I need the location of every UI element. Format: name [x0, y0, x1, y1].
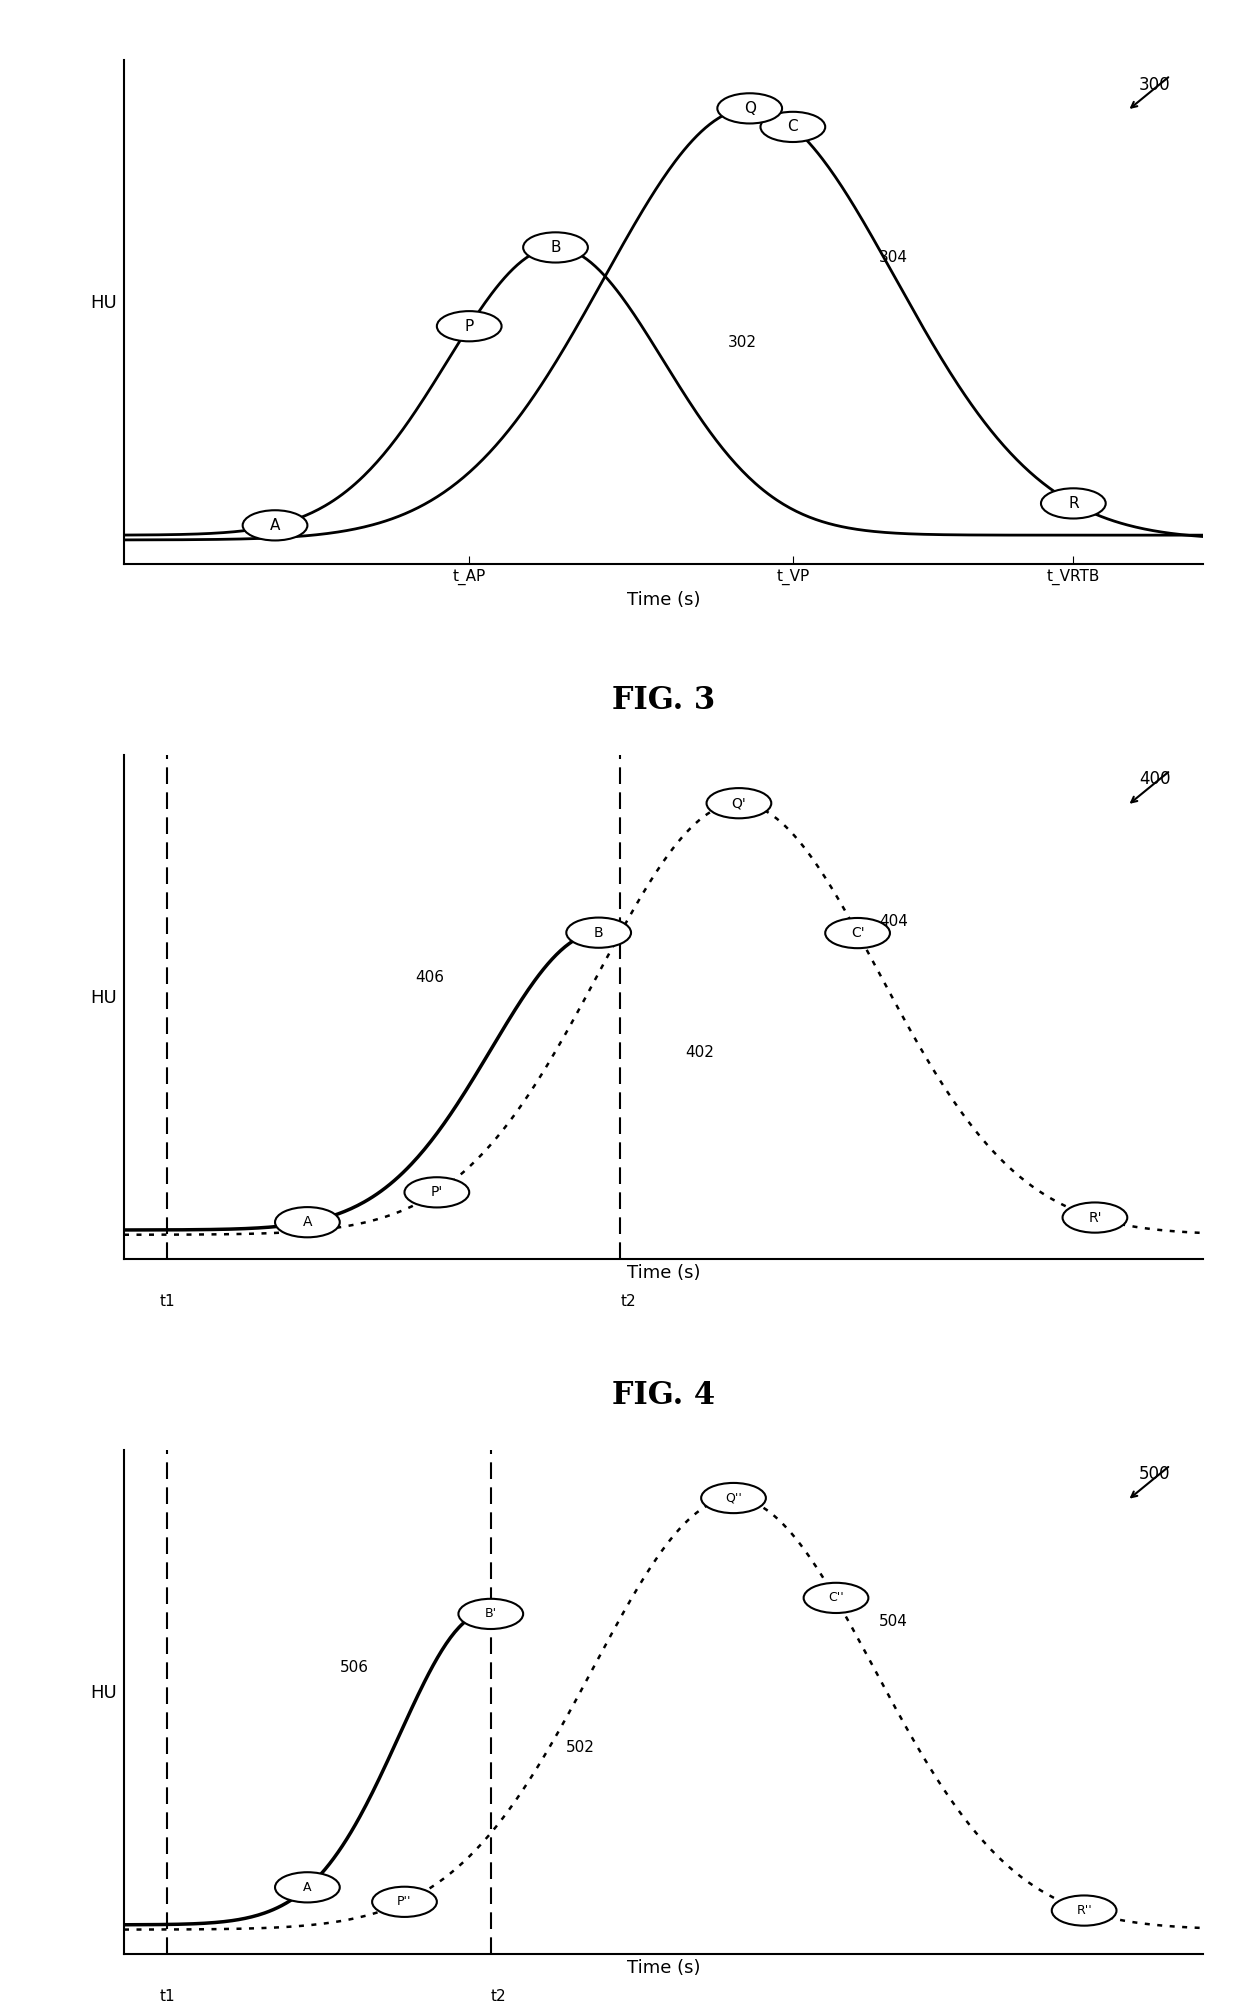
Text: t1: t1: [159, 1988, 175, 2004]
X-axis label: Time (s): Time (s): [626, 590, 701, 608]
Text: 406: 406: [415, 971, 444, 985]
Text: t2: t2: [620, 1295, 636, 1309]
Text: 300: 300: [1138, 77, 1171, 93]
Text: C': C': [851, 926, 864, 941]
Text: R': R': [1089, 1210, 1101, 1225]
Text: 500: 500: [1138, 1466, 1171, 1482]
Text: 302: 302: [728, 336, 758, 350]
Text: P': P': [430, 1186, 443, 1200]
Text: C'': C'': [828, 1591, 844, 1605]
Text: 304: 304: [879, 250, 908, 264]
Text: 400: 400: [1138, 771, 1171, 787]
Text: 504: 504: [879, 1615, 908, 1629]
Text: FIG. 4: FIG. 4: [611, 1380, 715, 1410]
Circle shape: [1052, 1895, 1116, 1925]
Text: Q: Q: [744, 101, 755, 117]
Circle shape: [1063, 1202, 1127, 1233]
Circle shape: [826, 918, 890, 949]
Text: 502: 502: [567, 1740, 595, 1754]
Text: FIG. 3: FIG. 3: [611, 685, 715, 715]
Text: C: C: [787, 119, 799, 135]
Y-axis label: HU: HU: [89, 294, 117, 312]
Text: B: B: [594, 926, 604, 941]
Text: Q': Q': [732, 796, 746, 810]
Text: 506: 506: [340, 1660, 368, 1674]
Circle shape: [523, 232, 588, 262]
Circle shape: [567, 918, 631, 949]
Text: Q'': Q'': [725, 1492, 742, 1504]
Text: A: A: [270, 518, 280, 534]
Text: t2: t2: [491, 1988, 506, 2004]
Circle shape: [275, 1873, 340, 1903]
Circle shape: [404, 1178, 469, 1208]
Y-axis label: HU: HU: [89, 989, 117, 1007]
Text: A: A: [303, 1214, 312, 1229]
X-axis label: Time (s): Time (s): [626, 1960, 701, 1978]
Text: B': B': [485, 1607, 497, 1621]
Y-axis label: HU: HU: [89, 1684, 117, 1702]
Circle shape: [436, 310, 501, 340]
Text: B: B: [551, 240, 560, 256]
Text: R'': R'': [1076, 1903, 1092, 1917]
Text: 402: 402: [684, 1045, 714, 1059]
Circle shape: [804, 1583, 868, 1613]
Circle shape: [275, 1206, 340, 1237]
Text: P: P: [465, 318, 474, 334]
Text: R: R: [1068, 495, 1079, 512]
Circle shape: [243, 510, 308, 540]
Text: P'': P'': [397, 1895, 412, 1909]
Circle shape: [701, 1482, 766, 1513]
Circle shape: [372, 1887, 436, 1917]
Text: t1: t1: [159, 1295, 175, 1309]
Text: A: A: [303, 1881, 311, 1893]
Circle shape: [760, 113, 826, 143]
Text: 404: 404: [879, 914, 908, 928]
Circle shape: [717, 93, 782, 123]
Circle shape: [1042, 487, 1106, 518]
Circle shape: [707, 787, 771, 818]
Circle shape: [459, 1599, 523, 1629]
X-axis label: Time (s): Time (s): [626, 1265, 701, 1283]
